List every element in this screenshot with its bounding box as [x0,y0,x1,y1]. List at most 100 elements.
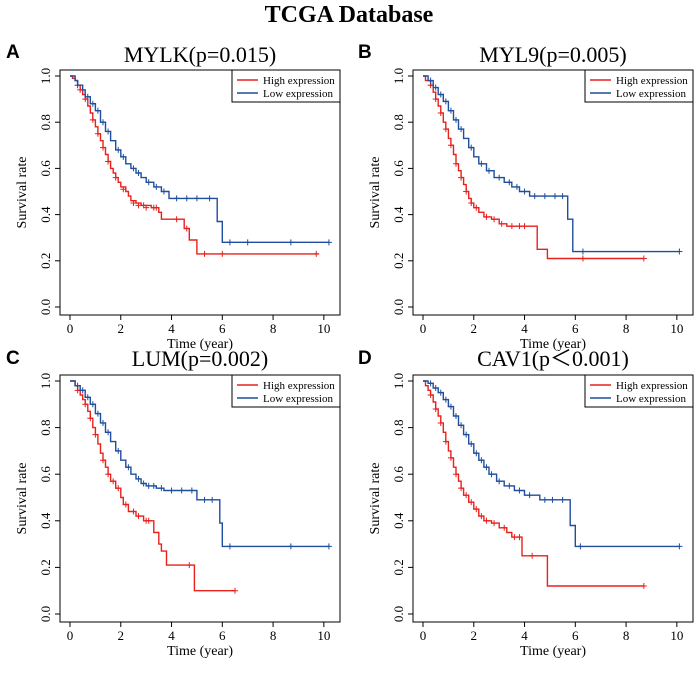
x-axis-title: Time (year) [167,337,233,352]
censor-mark-high [437,109,444,116]
censor-mark-high [87,415,94,422]
km-curve-high [70,380,235,592]
censor-mark-low [559,496,566,503]
censor-mark-high [100,457,106,464]
x-tick-label: 0 [420,321,427,336]
censor-mark-high [473,204,480,211]
censor-mark-low [287,239,294,246]
censor-mark-low [506,482,513,489]
censor-mark-low [145,179,152,186]
censor-mark-high [529,552,536,559]
censor-mark-high [143,204,150,211]
censor-mark-high [640,255,647,262]
y-tick-label: 0.6 [391,466,406,483]
censor-mark-low [458,126,465,133]
y-tick-label: 0.0 [391,606,406,622]
censor-mark-low [453,116,459,123]
x-tick-label: 4 [168,321,175,336]
y-tick-label: 0.8 [38,419,53,435]
censor-mark-high [432,405,439,412]
censor-mark-low [105,429,112,436]
censor-mark-low [437,389,444,396]
y-tick-label: 0.0 [38,299,53,315]
x-tick-label: 6 [572,321,579,336]
plot-frame [412,374,694,623]
legend-label: Low expression [263,88,333,100]
censor-mark-low [226,239,233,246]
y-tick-label: 0.6 [38,160,53,177]
plot-frame [59,374,341,623]
censor-mark-low [325,543,332,550]
y-tick-label: 0.8 [391,114,406,130]
censor-mark-high [463,492,470,499]
censor-mark-low [94,107,101,114]
censor-mark-high [122,501,129,508]
censor-mark-low [84,93,91,100]
censor-mark-low [287,543,294,550]
censor-mark-low [549,496,556,503]
censor-mark-high [508,223,515,230]
censor-mark-high [232,587,238,594]
x-tick-label: 8 [623,628,630,643]
censor-mark-low [193,195,200,202]
y-tick-label: 0.2 [38,253,53,269]
censor-mark-low [531,193,538,200]
y-tick-label: 1.0 [38,68,53,84]
censor-mark-high [442,126,449,133]
panel-title: LUM(p=0.002) [132,346,268,371]
censor-mark-low [447,107,454,114]
x-tick-label: 10 [317,628,330,643]
censor-mark-low [442,396,449,403]
y-tick-label: 0.4 [38,512,53,529]
legend-label: Low expression [616,88,686,100]
censor-mark-low [541,496,548,503]
censor-mark-high [453,471,459,478]
y-tick-label: 0.4 [391,206,406,223]
censor-mark-low [135,170,142,177]
censor-mark-low [483,464,490,471]
censor-mark-high [183,225,190,232]
censor-mark-high [478,513,485,520]
censor-mark-high [201,250,208,257]
censor-mark-high [130,200,137,207]
figure-title: TCGA Database [265,2,434,28]
censor-mark-low [432,384,439,391]
y-axis-title: Survival rate [368,157,383,229]
y-tick-label: 1.0 [38,373,53,389]
censor-mark-low [120,153,127,160]
censor-mark-low [478,457,485,464]
censor-mark-low [125,464,132,471]
censor-mark-high [498,220,505,227]
legend-box [584,374,694,408]
censor-mark-low [153,183,160,190]
x-tick-label: 8 [623,321,630,336]
censor-mark-low [526,492,533,499]
censor-mark-low [178,487,185,494]
censor-mark-high [173,216,180,223]
censor-mark-low [115,146,122,153]
censor-mark-high [511,534,518,541]
censor-mark-high [92,431,99,438]
panel-letter: B [358,42,372,63]
panel-a: A MYLK(p=0.015) 0 2 4 6 8 10 0.0 0.2 0.4 0.6 0.8 1.0 T… [6,42,341,352]
x-tick-label: 10 [670,628,683,643]
censor-mark-high [82,401,89,408]
censor-mark-high [105,471,112,478]
censor-mark-low [115,447,122,454]
x-axis-title: Time (year) [520,644,586,659]
x-tick-label: 6 [219,321,226,336]
km-curve-low [70,75,329,243]
x-tick-label: 2 [118,628,125,643]
censor-mark-low [442,98,449,105]
panel-b: B MYL9(p=0.005) 0 2 4 6 8 10 0.0 0.2 0.4 0.6 0.8 1.0 T… [358,42,694,352]
censor-mark-high [313,250,320,257]
panel-letter: C [6,348,20,369]
censor-mark-low [447,403,454,410]
y-tick-label: 0.0 [38,606,53,622]
censor-mark-low [513,183,520,190]
legend-box [231,374,341,408]
y-tick-label: 0.4 [38,206,53,223]
censor-mark-high [447,142,454,149]
y-tick-label: 0.0 [391,299,406,315]
y-axis-title: Survival rate [15,463,30,535]
